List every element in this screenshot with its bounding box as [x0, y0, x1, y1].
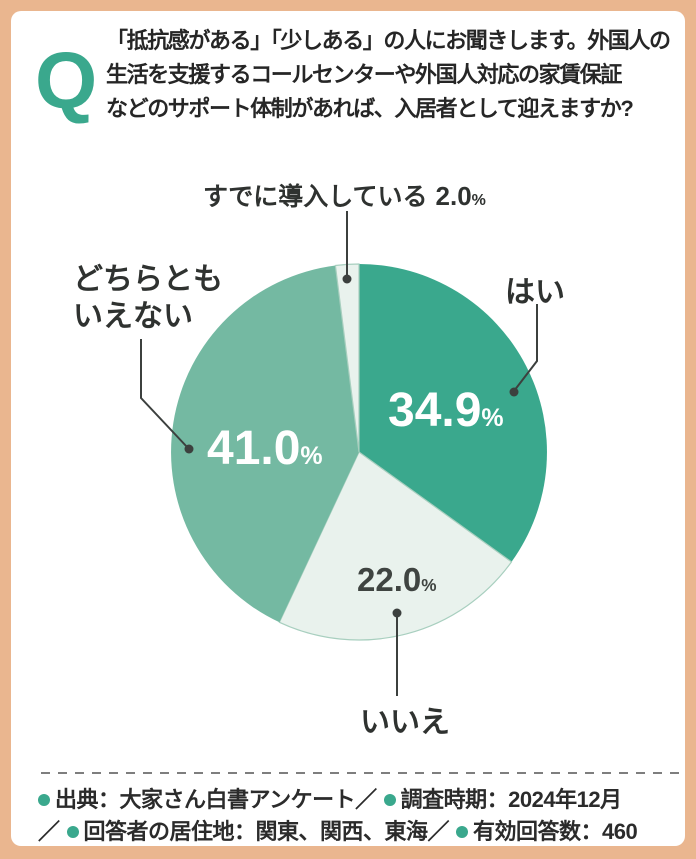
footer-text: ／	[355, 787, 377, 812]
leader-dot-iie	[392, 608, 402, 618]
pct-iie-unit: %	[421, 575, 437, 595]
pie-chart	[140, 211, 547, 696]
pct-hai-unit: %	[481, 404, 504, 432]
footer-text: ／	[427, 819, 450, 844]
leader-line-hai	[513, 304, 538, 392]
label-hai: はい	[505, 276, 565, 309]
question-mark-badge: Q	[35, 36, 98, 125]
leader-dot-dochira	[184, 444, 194, 454]
label-dochira: どちらとも いえない	[73, 263, 223, 333]
leader-dot-sudeni	[342, 274, 352, 284]
leader-dot-hai	[509, 387, 519, 397]
label-iie: いいえ	[360, 706, 450, 739]
bullet-dot-icon	[456, 826, 469, 839]
label-sudeni-unit: %	[471, 192, 486, 209]
infographic-card: Q 「抵抗感がある」「少しある」の人にお聞きします。外国人の 生活を支援するコー…	[11, 11, 685, 846]
label-sudeni: すでに導入している 2.0%	[203, 177, 486, 213]
pie-slice-iie	[278, 451, 513, 641]
question-line-1: 「抵抗感がある」「少しある」の人にお聞きします。外国人の	[106, 28, 671, 53]
pct-dochira-unit: %	[300, 442, 323, 470]
bullet-dot-icon	[66, 826, 79, 839]
footer-text: 有効回答数：460	[473, 819, 638, 844]
pie-slice-dochira	[171, 265, 359, 623]
pct-dochira-value: 41.0	[207, 422, 301, 475]
footer-text: ／	[38, 819, 60, 844]
footer-line-1: 出典：大家さん白書アンケート／ 調査時期：2024年12月	[38, 784, 683, 816]
pct-dochira: 41.0%	[207, 421, 323, 476]
leader-line-dochira	[140, 339, 189, 449]
pct-hai: 34.9%	[388, 383, 504, 438]
footer-line-2: ／回答者の居住地：関東、関西、東海／ 有効回答数：460	[38, 816, 683, 848]
question-line-2: 生活を支援するコールセンターや外国人対応の家賃保証	[106, 62, 622, 87]
bullet-dot-icon	[38, 794, 50, 807]
dashed-divider	[41, 772, 679, 774]
footer-text: 出典：大家さん白書アンケート	[55, 787, 356, 812]
pct-iie-value: 22.0	[357, 561, 422, 598]
pct-hai-value: 34.9	[388, 384, 482, 437]
leader-dots	[184, 274, 519, 618]
question-line-3: などのサポート体制があれば、入居者として迎えますか?	[106, 96, 634, 121]
question-text: 「抵抗感がある」「少しある」の人にお聞きします。外国人の 生活を支援するコールセ…	[106, 24, 691, 126]
leader-lines	[140, 211, 538, 696]
footer-text: 回答者の居住地：関東、関西、東海	[83, 819, 429, 844]
bullet-dot-icon	[383, 794, 396, 807]
pie-slices	[171, 263, 547, 641]
label-sudeni-text: すでに導入している	[203, 183, 428, 211]
source-footer: 出典：大家さん白書アンケート／ 調査時期：2024年12月／回答者の居住地：関東、…	[38, 784, 683, 848]
footer-text: 調査時期：2024年12月	[400, 787, 622, 812]
pie-slice-hai	[359, 264, 547, 562]
label-sudeni-value: 2.0	[435, 181, 472, 211]
pct-iie: 22.0%	[357, 561, 437, 599]
